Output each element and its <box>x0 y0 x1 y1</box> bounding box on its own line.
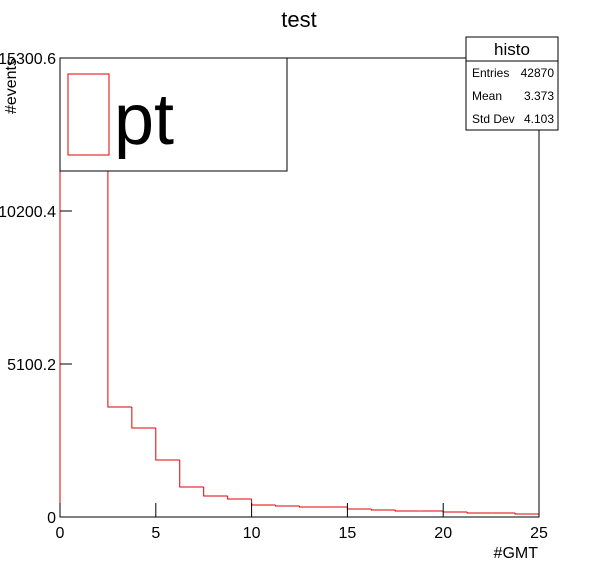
stats-key: Std Dev <box>472 112 515 126</box>
bar <box>107 79 132 408</box>
legend-label: pt <box>114 80 174 160</box>
y-tick-label: 0 <box>47 510 56 527</box>
y-tick-label: 15300.6 <box>0 51 56 68</box>
stats-value: 4.103 <box>524 112 554 126</box>
y-axis-label: #events <box>3 58 20 114</box>
x-tick-label: 10 <box>243 525 261 542</box>
x-tick-label: 0 <box>56 525 65 542</box>
bar <box>203 487 228 497</box>
bar <box>155 427 180 461</box>
x-tick-label: 5 <box>151 525 160 542</box>
bar <box>227 496 252 500</box>
stats-key: Mean <box>472 89 502 103</box>
bar <box>275 505 300 507</box>
bar <box>299 505 324 508</box>
x-tick-label: 15 <box>339 525 357 542</box>
bar <box>466 511 492 514</box>
stats-box <box>465 36 559 131</box>
y-tick-label: 10200.4 <box>0 204 56 221</box>
bar <box>394 510 420 512</box>
bar <box>179 460 204 488</box>
bar <box>370 508 396 511</box>
stats-key: Entries <box>472 66 509 80</box>
stats-value: 42870 <box>521 66 555 80</box>
legend-swatch <box>67 73 110 156</box>
stats-title: histo <box>494 40 530 59</box>
y-tick-label: 5100.2 <box>7 357 56 374</box>
stats-value: 3.373 <box>524 89 554 103</box>
x-tick-label: 20 <box>434 525 452 542</box>
legend-box <box>59 57 288 172</box>
x-axis-label: #GMT <box>494 545 539 562</box>
bar <box>131 406 156 429</box>
x-tick-label: 25 <box>530 525 548 542</box>
chart-title: test <box>281 7 316 32</box>
